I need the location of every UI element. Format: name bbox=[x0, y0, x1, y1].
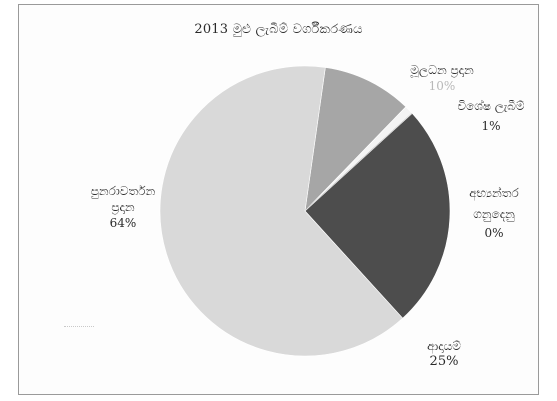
scan-artifact bbox=[64, 326, 94, 328]
label-capital-grants-value: 10% bbox=[428, 79, 456, 93]
slice-recurrent-grants bbox=[159, 65, 404, 357]
slice-income bbox=[304, 112, 451, 319]
label-recurrent-grants-value: 64% bbox=[109, 216, 137, 230]
label-capital-grants-name: මූලධන ප්‍රදාන bbox=[410, 63, 474, 77]
label-internal-transactions-value: 0% bbox=[484, 226, 504, 240]
label-internal-transactions-name: අභ්‍යන්තර ගනුදෙනු bbox=[469, 186, 519, 221]
chart-title: 2013 මුළු ලැබීම් වර්ගීකරණය bbox=[194, 22, 363, 37]
label-internal-transactions: අභ්‍යන්තර ගනුදෙනු 0% bbox=[451, 183, 537, 241]
label-special-receipts-name: විශේෂ ලැබීම් bbox=[457, 99, 525, 113]
label-income: ආදායම් 25% bbox=[412, 338, 476, 370]
label-recurrent-grants-name: පුනරාවර්තන ප්‍රදාන bbox=[90, 184, 156, 214]
label-recurrent-grants: පුනරාවර්තන ප්‍රදාන 64% bbox=[78, 183, 168, 231]
label-special-receipts: විශේෂ ලැබීම් 1% bbox=[443, 98, 539, 134]
label-income-name: ආදායම් bbox=[427, 339, 461, 353]
label-income-value: 25% bbox=[429, 354, 459, 369]
label-capital-grants: මූලධන ප්‍රදාන 10% bbox=[372, 62, 512, 94]
pie-slices bbox=[159, 65, 451, 357]
slice-capital-grants bbox=[304, 67, 407, 212]
label-special-receipts-value: 1% bbox=[481, 119, 501, 133]
